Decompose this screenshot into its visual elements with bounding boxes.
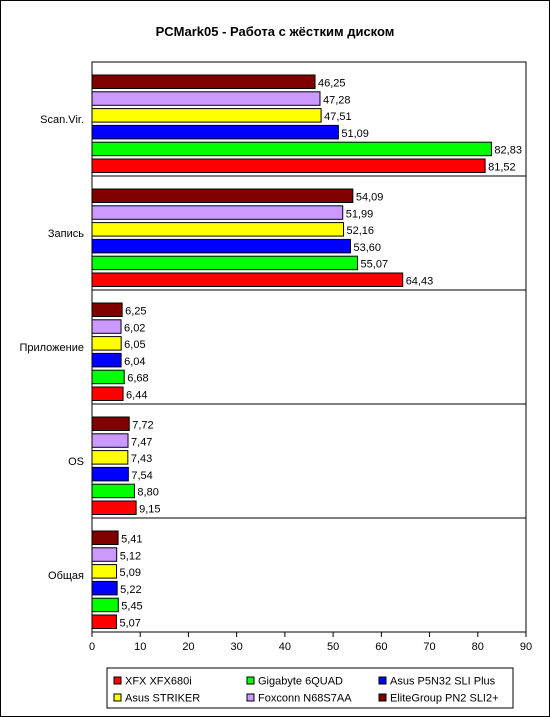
data-label: 47,51	[324, 111, 352, 123]
data-label: 6,25	[125, 306, 146, 318]
bar	[91, 483, 135, 499]
bar	[91, 416, 130, 431]
legend-swatch	[113, 693, 122, 702]
legend-label: Gigabyte 6QUAD	[258, 676, 343, 688]
bar	[91, 319, 122, 334]
data-label: 6,68	[127, 373, 148, 385]
data-label: 6,44	[126, 390, 147, 402]
bar	[91, 530, 119, 545]
legend: XFX XFX680i Gigabyte 6QUAD Asus P5N32 SLI …	[106, 667, 514, 709]
x-tick-label: 90	[520, 641, 532, 653]
bar	[91, 433, 129, 448]
data-label: 81,52	[488, 162, 516, 174]
x-tick-label: 40	[279, 641, 291, 653]
data-label: 5,41	[121, 534, 142, 546]
data-label: 54,09	[356, 192, 384, 204]
data-label: 7,72	[132, 420, 153, 432]
bar	[91, 124, 339, 140]
x-tick-label: 0	[89, 641, 95, 653]
data-label: 6,02	[124, 322, 145, 334]
legend-label: Asus P5N32 SLI Plus	[390, 676, 496, 688]
bar	[91, 564, 118, 579]
bar	[91, 222, 345, 237]
bar	[91, 352, 122, 368]
plot-border	[91, 61, 527, 633]
data-label: 55,07	[361, 259, 389, 271]
bar	[91, 238, 351, 254]
bar	[91, 336, 122, 351]
legend-swatch	[113, 676, 122, 685]
chart-title: PCMark05 - Работа с жёстким диском	[156, 24, 395, 39]
bar	[91, 91, 321, 106]
bar	[91, 466, 129, 482]
legend-label: Foxconn N68S7AA	[258, 693, 352, 705]
data-label: 9,15	[139, 504, 160, 516]
data-label: 5,12	[120, 550, 141, 562]
bar	[91, 108, 322, 123]
data-label: 5,22	[120, 584, 141, 596]
data-label: 52,16	[347, 225, 375, 237]
data-label: 51,09	[341, 128, 369, 140]
category-label: OS	[68, 456, 84, 468]
legend-swatch	[378, 693, 387, 702]
bar	[91, 158, 486, 173]
bar	[91, 74, 316, 89]
data-label: 8,80	[137, 487, 158, 499]
legend-swatch	[378, 676, 387, 685]
x-tick-label: 50	[327, 641, 339, 653]
bar	[91, 547, 118, 562]
data-label: 5,09	[120, 567, 141, 579]
category-label: Общая	[48, 570, 84, 582]
legend-label: XFX XFX680i	[125, 676, 192, 688]
data-label: 51,99	[346, 208, 374, 220]
bar	[91, 272, 404, 287]
plot-background	[92, 62, 526, 632]
bar	[91, 614, 117, 629]
bar	[91, 580, 118, 596]
category-label: Запись	[48, 228, 84, 240]
bar	[91, 205, 344, 220]
data-label: 6,04	[124, 356, 145, 368]
legend-label: Asus STRIKER	[125, 693, 200, 705]
category-label: Scan.Vir.	[40, 114, 84, 126]
legend-swatch	[246, 693, 255, 702]
x-tick-label: 60	[375, 641, 387, 653]
data-label: 47,28	[323, 94, 351, 106]
data-label: 82,83	[494, 145, 522, 157]
legend-swatch	[246, 676, 255, 685]
bar	[91, 369, 125, 385]
bar	[91, 597, 119, 613]
x-tick-label: 20	[182, 641, 194, 653]
data-label: 46,25	[318, 78, 346, 90]
x-tick-label: 30	[231, 641, 243, 653]
data-label: 5,45	[121, 601, 142, 613]
plot-area: Scan.Vir. 46,25 47,28 47,51 51,09 82,83 81,52 З…	[19, 61, 532, 653]
bar	[91, 141, 492, 157]
x-tick-label: 10	[134, 641, 146, 653]
bar	[91, 500, 137, 515]
data-label: 64,43	[406, 276, 434, 288]
bar	[91, 386, 124, 401]
data-label: 53,60	[353, 242, 381, 254]
data-label: 6,05	[124, 339, 145, 351]
bar	[91, 188, 354, 203]
bar	[91, 302, 123, 317]
x-tick-label: 70	[423, 641, 435, 653]
data-label: 5,07	[119, 618, 140, 630]
x-tick-label: 80	[472, 641, 484, 653]
legend-label: EliteGroup PN2 SLI2+	[390, 693, 499, 705]
data-label: 7,54	[131, 470, 152, 482]
data-label: 7,43	[131, 453, 152, 465]
legend-box	[106, 667, 514, 709]
bar	[91, 450, 129, 465]
bar	[91, 255, 359, 271]
data-label: 7,47	[131, 436, 152, 448]
category-label: Приложение	[19, 342, 84, 354]
